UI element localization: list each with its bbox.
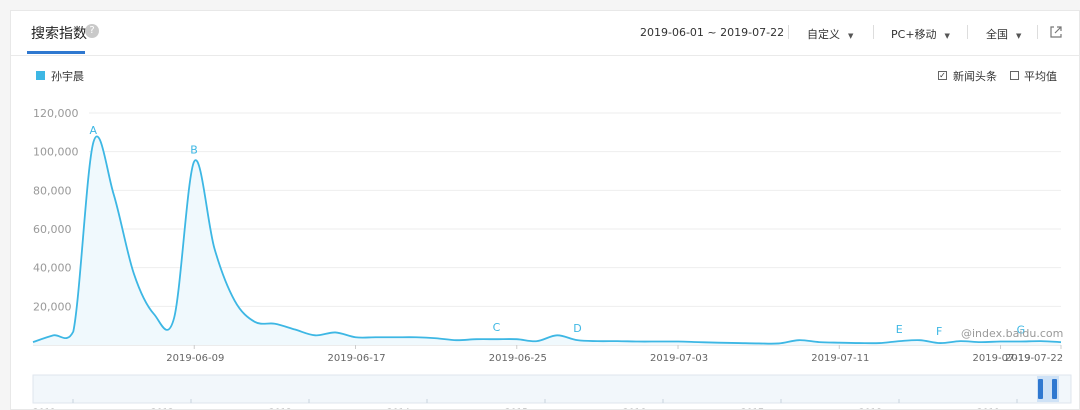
- legend-swatch: [36, 71, 45, 80]
- event-marker-c: C: [493, 321, 501, 334]
- divider: [788, 25, 789, 39]
- average-checkbox-label[interactable]: 平均值: [1024, 70, 1057, 83]
- divider: [967, 25, 968, 39]
- x-tick-label: 2019-06-17: [328, 353, 386, 364]
- search-index-panel: 搜索指数 ? 2019-06-01 ~ 2019-07-22 自定义 ▼ PC+移…: [10, 10, 1080, 410]
- region-dropdown[interactable]: 全国 ▼: [986, 26, 1021, 42]
- active-tab-indicator: [27, 51, 85, 54]
- slider-year-label: 2013: [269, 408, 292, 409]
- slider-year-label: 2012: [151, 408, 174, 409]
- watermark: @index.baidu.com: [961, 327, 1064, 340]
- news-checkbox-label[interactable]: 新闻头条: [953, 70, 997, 83]
- external-link-icon[interactable]: [1049, 25, 1063, 39]
- divider: [873, 25, 874, 39]
- series-line: [32, 135, 1062, 345]
- slider-year-label: 2011: [33, 408, 56, 409]
- y-tick-label: 120,000: [33, 107, 79, 120]
- divider: [1037, 25, 1038, 39]
- y-tick-label: 80,000: [33, 184, 72, 197]
- slider-year-label: 2019: [977, 408, 1000, 409]
- range-mode-label: 自定义: [807, 28, 840, 41]
- device-label: PC+移动: [891, 28, 937, 41]
- range-mode-dropdown[interactable]: 自定义 ▼: [807, 26, 853, 42]
- region-label: 全国: [986, 28, 1008, 41]
- checkmark-icon: ✓: [939, 71, 946, 80]
- chevron-down-icon: ▼: [1016, 32, 1022, 40]
- slider-year-label: 2016: [623, 408, 646, 409]
- slider-year-label: 2014: [387, 408, 410, 409]
- x-tick-label: 2019-06-25: [489, 353, 547, 364]
- event-marker-g: G: [1017, 324, 1026, 337]
- y-tick-label: 100,000: [33, 146, 79, 159]
- x-tick-label: 2019-07-22: [1005, 353, 1063, 364]
- x-tick-label: 2019-07-03: [650, 353, 708, 364]
- news-checkbox[interactable]: ✓: [938, 71, 947, 80]
- event-marker-a: A: [89, 124, 97, 137]
- event-marker-d: D: [573, 322, 581, 335]
- y-tick-label: 40,000: [33, 262, 72, 275]
- range-slider-track: [32, 374, 1072, 404]
- x-tick-label: 2019-07-11: [811, 353, 869, 364]
- line-chart: 20,000 40,000 60,000 80,000 100,000 120,000 20…: [32, 107, 1072, 409]
- event-marker-e: E: [896, 323, 903, 336]
- series-area: [33, 136, 1061, 345]
- chevron-down-icon: ▼: [848, 32, 854, 40]
- panel-header: 搜索指数 ? 2019-06-01 ~ 2019-07-22 自定义 ▼ PC+移…: [11, 11, 1079, 56]
- range-slider-handle-right[interactable]: [1052, 379, 1057, 399]
- y-tick-label: 60,000: [33, 223, 72, 236]
- slider-year-label: 2018: [859, 408, 882, 409]
- legend-series-label[interactable]: 孙宇晨: [51, 70, 84, 83]
- chevron-down-icon: ▼: [944, 32, 950, 40]
- average-checkbox[interactable]: [1010, 71, 1019, 80]
- y-tick-label: 20,000: [33, 300, 72, 313]
- range-slider-handle-left[interactable]: [1038, 379, 1043, 399]
- tab-search-index[interactable]: 搜索指数: [31, 26, 87, 42]
- event-marker-b: B: [190, 143, 198, 156]
- slider-year-label: 2015: [505, 408, 528, 409]
- device-dropdown[interactable]: PC+移动 ▼: [891, 26, 950, 42]
- help-icon[interactable]: ?: [85, 24, 99, 38]
- x-tick-label: 2019-07-19: [973, 353, 1031, 364]
- slider-year-label: 2017: [741, 408, 764, 409]
- event-marker-f: F: [936, 325, 942, 338]
- date-range-picker[interactable]: 2019-06-01 ~ 2019-07-22: [640, 26, 785, 39]
- x-tick-label: 2019-06-09: [166, 353, 224, 364]
